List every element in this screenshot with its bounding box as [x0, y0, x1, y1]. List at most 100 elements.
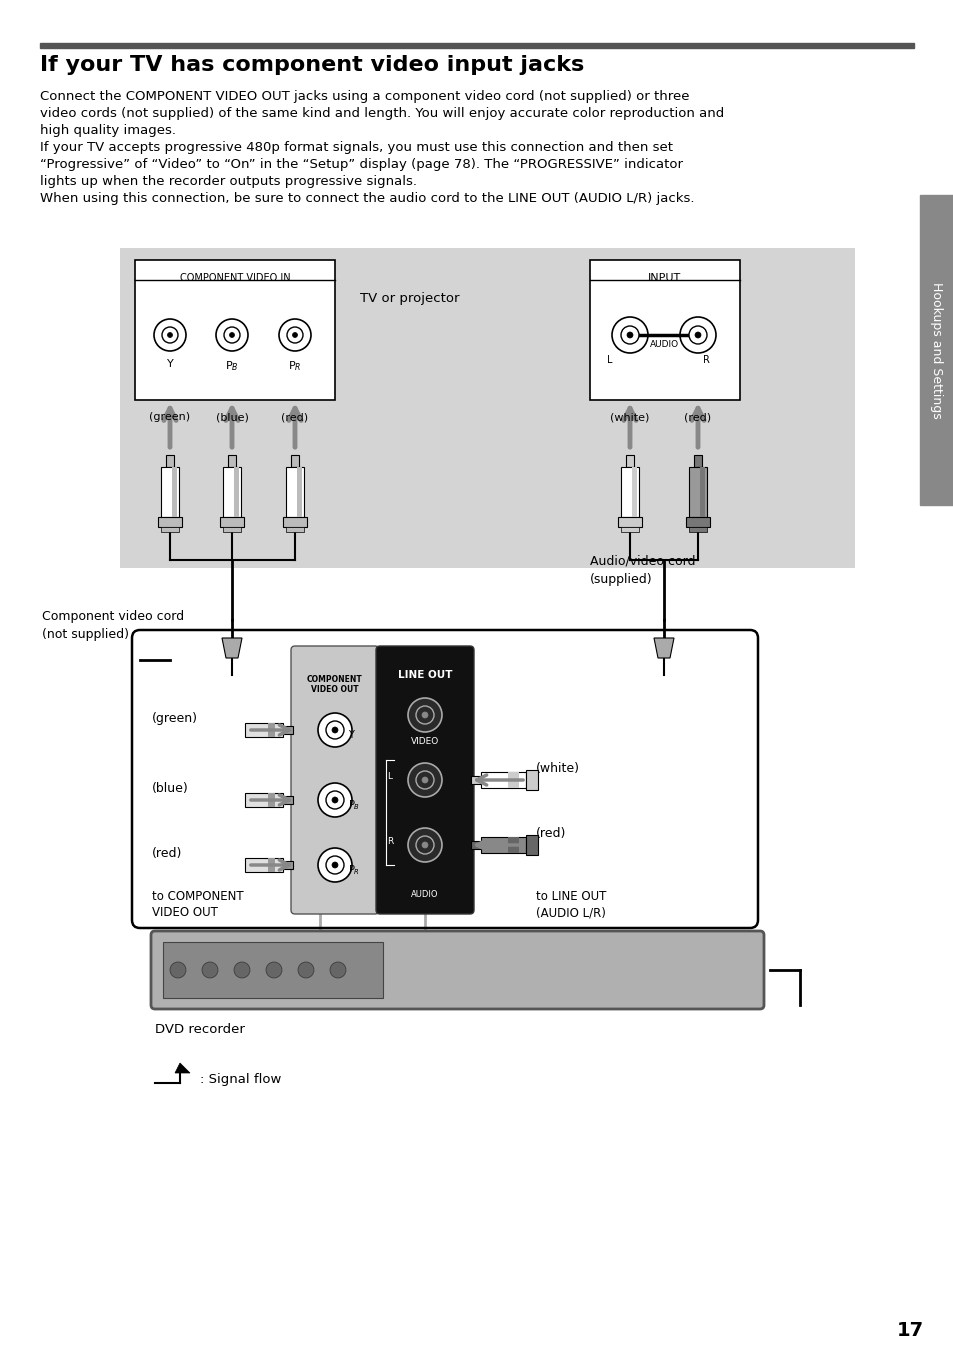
Bar — [693, 456, 701, 466]
Circle shape — [620, 326, 639, 343]
Circle shape — [332, 863, 337, 868]
Text: P$_B$: P$_B$ — [225, 360, 238, 373]
Circle shape — [626, 333, 633, 338]
Circle shape — [416, 771, 434, 790]
Polygon shape — [174, 1063, 190, 1073]
Bar — [471, 841, 480, 849]
Text: L: L — [607, 356, 612, 365]
Bar — [525, 836, 537, 854]
Circle shape — [266, 963, 282, 977]
Text: DVD recorder: DVD recorder — [154, 1023, 245, 1036]
Circle shape — [332, 796, 337, 803]
Bar — [163, 942, 382, 998]
Circle shape — [421, 842, 428, 848]
Text: (green): (green) — [152, 713, 198, 725]
Text: P$_R$: P$_R$ — [348, 863, 359, 877]
Text: VIDEO OUT: VIDEO OUT — [152, 906, 217, 919]
Circle shape — [408, 763, 441, 796]
Bar — [525, 771, 537, 790]
Circle shape — [416, 706, 434, 725]
Circle shape — [326, 721, 344, 740]
Text: 17: 17 — [896, 1321, 923, 1340]
Bar — [291, 456, 298, 466]
Text: Connect the COMPONENT VIDEO OUT jacks using a component video cord (not supplied: Connect the COMPONENT VIDEO OUT jacks us… — [40, 91, 689, 103]
Text: When using this connection, be sure to connect the audio cord to the LINE OUT (A: When using this connection, be sure to c… — [40, 192, 694, 206]
Bar — [172, 466, 177, 516]
Text: If your TV accepts progressive 480p format signals, you must use this connection: If your TV accepts progressive 480p form… — [40, 141, 672, 154]
Text: (not supplied): (not supplied) — [42, 627, 129, 641]
Circle shape — [233, 963, 250, 977]
Text: high quality images.: high quality images. — [40, 124, 175, 137]
Bar — [700, 466, 704, 516]
Bar — [268, 794, 275, 807]
Bar — [223, 527, 241, 531]
Circle shape — [287, 327, 303, 343]
Bar — [625, 456, 634, 466]
Text: lights up when the recorder outputs progressive signals.: lights up when the recorder outputs prog… — [40, 174, 416, 188]
Bar — [158, 516, 182, 527]
Text: Hookups and Settings: Hookups and Settings — [929, 281, 943, 418]
Circle shape — [317, 783, 352, 817]
Bar — [283, 861, 293, 869]
Text: (blue): (blue) — [152, 781, 189, 795]
Circle shape — [297, 963, 314, 977]
Circle shape — [421, 713, 428, 718]
Text: LINE OUT: LINE OUT — [397, 671, 452, 680]
Text: INPUT: INPUT — [648, 273, 680, 283]
Text: “Progressive” of “Video” to “On” in the “Setup” display (page 78). The “PROGRESS: “Progressive” of “Video” to “On” in the … — [40, 158, 682, 170]
Text: R: R — [701, 356, 709, 365]
Bar — [620, 527, 639, 531]
Text: Y: Y — [348, 730, 354, 740]
Bar — [685, 516, 709, 527]
Text: Component video cord: Component video cord — [42, 610, 184, 623]
Bar — [166, 456, 173, 466]
Circle shape — [612, 316, 647, 353]
Bar — [286, 527, 304, 531]
Circle shape — [326, 856, 344, 873]
Bar — [220, 516, 244, 527]
Text: R: R — [387, 837, 393, 846]
FancyBboxPatch shape — [135, 260, 335, 400]
Circle shape — [170, 963, 186, 977]
Circle shape — [230, 333, 234, 338]
Bar — [688, 466, 706, 516]
Bar — [161, 466, 179, 516]
FancyBboxPatch shape — [589, 260, 740, 400]
Text: VIDEO: VIDEO — [411, 737, 438, 746]
Bar — [620, 466, 639, 516]
Bar — [631, 466, 637, 516]
Text: to LINE OUT: to LINE OUT — [536, 890, 606, 903]
Bar — [40, 43, 913, 49]
Circle shape — [278, 319, 311, 352]
Text: AUDIO: AUDIO — [411, 890, 438, 899]
Text: Audio/video cord: Audio/video cord — [589, 556, 695, 568]
Text: (white): (white) — [536, 763, 579, 775]
Text: (red): (red) — [281, 412, 308, 422]
FancyBboxPatch shape — [291, 646, 378, 914]
Bar — [223, 466, 241, 516]
Bar — [507, 837, 518, 853]
FancyBboxPatch shape — [151, 932, 763, 1009]
Circle shape — [408, 827, 441, 863]
Circle shape — [695, 333, 700, 338]
Bar — [471, 776, 480, 784]
Bar — [268, 723, 275, 737]
Text: (white): (white) — [610, 412, 649, 422]
Text: (blue): (blue) — [215, 412, 248, 422]
Circle shape — [688, 326, 706, 343]
Text: (AUDIO L/R): (AUDIO L/R) — [536, 906, 605, 919]
Circle shape — [330, 963, 346, 977]
Bar — [507, 772, 518, 788]
Circle shape — [332, 727, 337, 733]
Bar — [228, 456, 235, 466]
Text: TV or projector: TV or projector — [359, 292, 459, 306]
Text: AUDIO: AUDIO — [649, 339, 678, 349]
Bar — [161, 527, 179, 531]
Circle shape — [153, 319, 186, 352]
Text: COMPONENT
VIDEO OUT: COMPONENT VIDEO OUT — [307, 675, 362, 695]
Text: (supplied): (supplied) — [589, 573, 652, 585]
Text: P$_B$: P$_B$ — [348, 798, 360, 813]
Polygon shape — [654, 638, 673, 658]
Circle shape — [224, 327, 240, 343]
Text: video cords (not supplied) of the same kind and length. You will enjoy accurate : video cords (not supplied) of the same k… — [40, 107, 723, 120]
